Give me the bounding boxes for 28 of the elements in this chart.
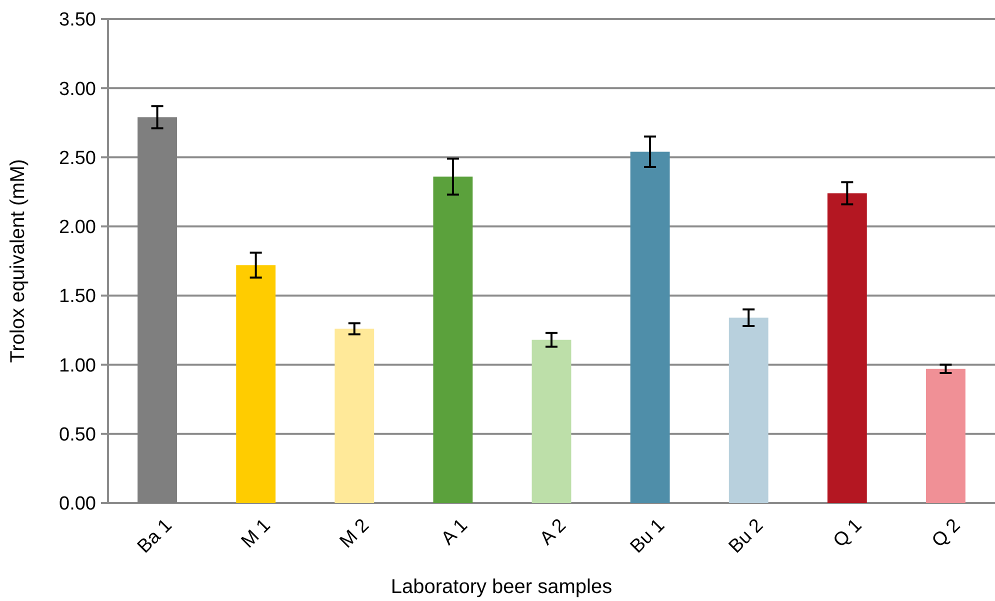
bar (926, 368, 966, 503)
y-axis-title: Trolox equivalent (mM) (7, 159, 29, 363)
bar (728, 318, 768, 503)
y-tick-label: 1.50 (59, 286, 96, 308)
x-tick-label: M 1 (238, 515, 275, 552)
x-tick-label: A 1 (438, 515, 472, 550)
x-tick-label: Q 1 (830, 515, 866, 552)
y-tick-label: 3.00 (59, 78, 96, 100)
bar (433, 176, 473, 503)
y-tick-label: 3.50 (59, 10, 96, 31)
bar (334, 328, 374, 503)
bar (630, 152, 670, 503)
x-tick-label: Ba 1 (134, 515, 176, 558)
x-tick-label: Bu 2 (725, 515, 768, 558)
y-tick-label: 2.50 (59, 148, 96, 169)
x-tick-label: A 2 (536, 515, 570, 550)
y-tick-label: 0.00 (59, 494, 96, 515)
bar (827, 193, 867, 503)
x-axis-title: Laboratory beer samples (390, 576, 612, 598)
x-tick-label: Q 2 (928, 515, 965, 552)
x-tick-label: Bu 1 (626, 515, 669, 558)
bar (138, 117, 177, 503)
y-tick-label: 0.50 (59, 424, 96, 446)
y-tick-label: 1.00 (59, 355, 96, 376)
bar (236, 265, 276, 503)
y-tick-label: 2.00 (59, 217, 96, 238)
bar (532, 340, 572, 503)
x-tick-label: M 2 (336, 515, 374, 552)
